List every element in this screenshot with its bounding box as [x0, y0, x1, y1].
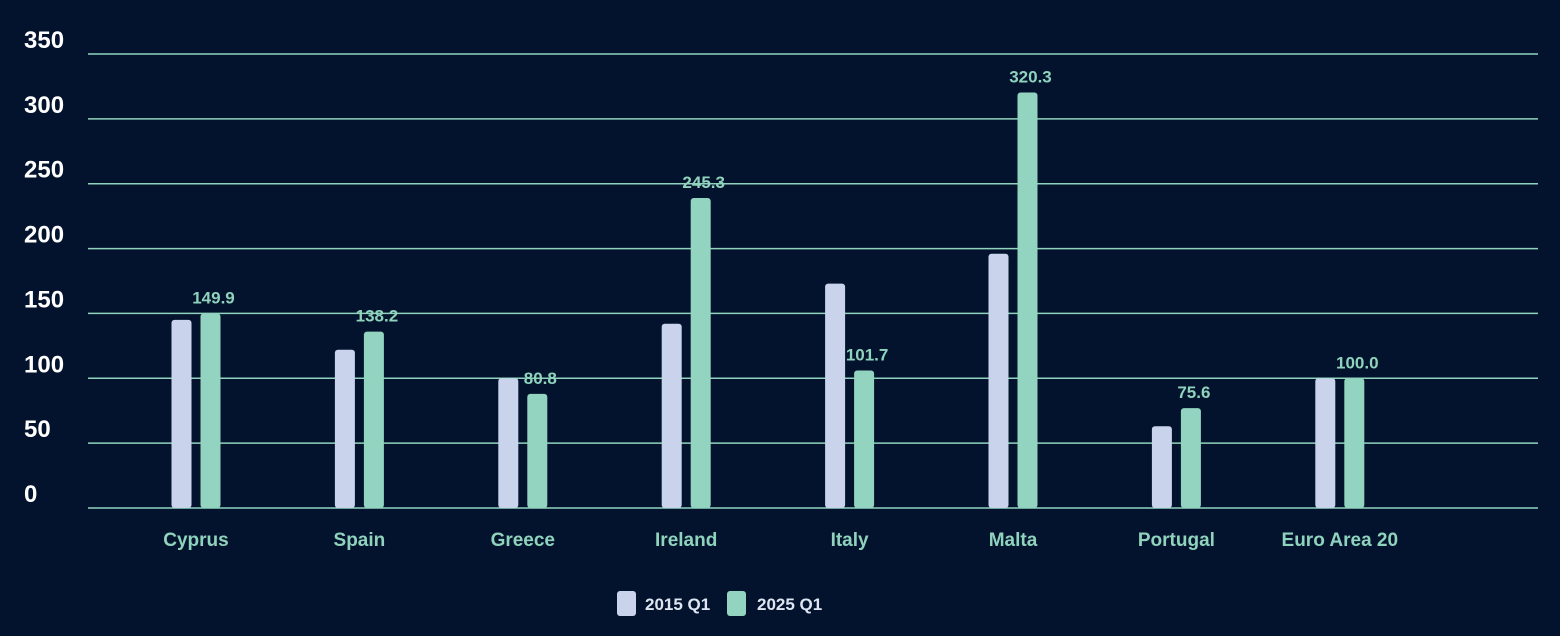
x-tick-label: Cyprus — [163, 530, 228, 551]
data-labels: 149.9 138.2 80.8 245.3 101.7 320.3 75.6 100.0 — [192, 68, 1378, 403]
bar-2025q1 — [1017, 92, 1038, 508]
y-axis-ticks: 0 50 100 150 200 250 300 350 — [24, 27, 64, 508]
data-label: 320.3 — [1009, 68, 1052, 87]
bar-2015q1 — [1151, 426, 1172, 508]
y-tick-label: 200 — [24, 222, 64, 249]
y-tick-label: 250 — [24, 157, 64, 184]
data-label: 75.6 — [1177, 383, 1210, 402]
x-tick-label: Euro Area 20 — [1282, 530, 1399, 551]
bar-2015q1 — [334, 349, 355, 508]
bar-2015q1 — [171, 319, 192, 508]
x-tick-label: Ireland — [655, 530, 717, 551]
bars — [171, 92, 1365, 509]
data-label: 149.9 — [192, 289, 235, 308]
bar-2015q1 — [988, 253, 1009, 508]
bar-2025q1 — [1344, 378, 1365, 508]
bar-2015q1 — [1315, 378, 1336, 508]
data-label: 80.8 — [524, 369, 557, 388]
y-tick-label: 150 — [24, 286, 64, 313]
x-tick-label: Malta — [989, 530, 1038, 551]
legend-label: 2015 Q1 — [645, 595, 710, 614]
legend: 2015 Q1 2025 Q1 — [617, 591, 822, 616]
x-tick-label: Greece — [491, 530, 555, 551]
bar-2025q1 — [527, 393, 548, 508]
bar-2025q1 — [363, 331, 384, 508]
y-tick-label: 50 — [24, 416, 51, 443]
bar-2015q1 — [661, 323, 682, 508]
legend-swatch — [727, 591, 746, 616]
gridlines — [88, 53, 1538, 509]
legend-label: 2025 Q1 — [757, 595, 822, 614]
x-axis-ticks: Cyprus Spain Greece Ireland Italy Malta Portug… — [163, 530, 1398, 551]
x-tick-label: Italy — [831, 530, 869, 551]
data-label: 138.2 — [356, 307, 399, 326]
bar-2025q1 — [1180, 408, 1201, 508]
x-tick-label: Spain — [334, 530, 386, 551]
data-label: 101.7 — [846, 346, 889, 365]
data-label: 100.0 — [1336, 353, 1379, 372]
bar-2025q1 — [200, 313, 221, 508]
y-tick-label: 350 — [24, 27, 64, 54]
y-tick-label: 0 — [24, 481, 37, 508]
y-tick-label: 300 — [24, 92, 64, 119]
bar-2025q1 — [854, 370, 875, 508]
legend-swatch — [617, 591, 636, 616]
data-label: 245.3 — [682, 173, 725, 192]
bar-2025q1 — [690, 197, 711, 509]
bar-2015q1 — [825, 283, 846, 508]
bar-2015q1 — [498, 378, 519, 508]
x-tick-label: Portugal — [1138, 530, 1215, 551]
y-tick-label: 100 — [24, 351, 64, 378]
